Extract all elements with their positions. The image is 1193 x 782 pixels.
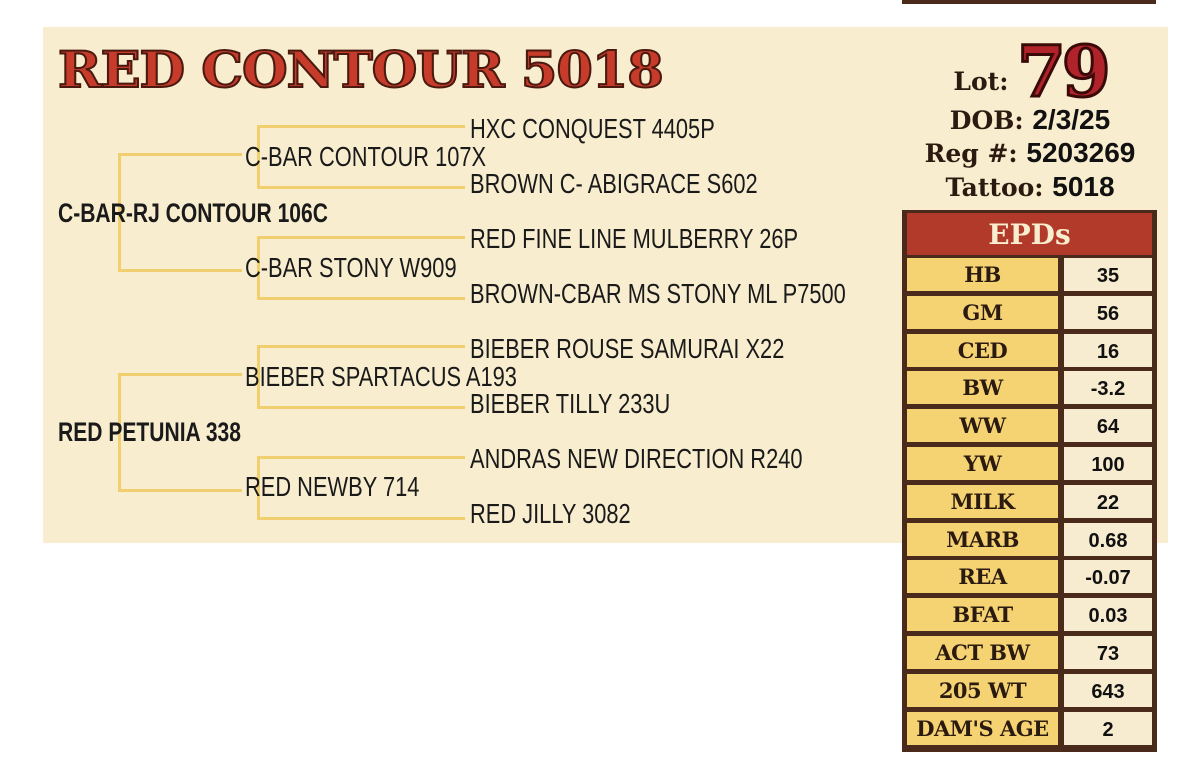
- lot-label: Lot:: [953, 67, 1009, 96]
- dam-dam-bracket: [257, 456, 260, 519]
- line: [118, 153, 242, 156]
- epd-value: 16: [1064, 333, 1152, 367]
- dam-dam-name: RED NEWBY 714: [245, 471, 420, 502]
- dam-bracket: [118, 373, 121, 492]
- line: [257, 125, 465, 128]
- epd-row: MILK 22: [907, 484, 1152, 518]
- epd-row: GM 56: [907, 295, 1152, 329]
- tattoo-label: Tattoo:: [945, 173, 1044, 202]
- dam-sire-sire-name: BIEBER ROUSE SAMURAI X22: [470, 333, 785, 364]
- epd-value: 22: [1064, 484, 1152, 518]
- dob-line: DOB: 2/3/25: [905, 104, 1155, 136]
- top-border: [902, 0, 1156, 4]
- epd-row: 205 WT 643: [907, 673, 1152, 707]
- epd-value: 0.03: [1064, 598, 1152, 632]
- dam-sire-dam-name: BIEBER TILLY 233U: [470, 388, 671, 419]
- epd-row: REA -0.07: [907, 560, 1152, 594]
- epd-row: HB 35: [907, 258, 1152, 291]
- animal-name: RED CONTOUR 5018: [57, 39, 665, 100]
- epd-value: 643: [1064, 673, 1152, 707]
- epd-label: MARB: [907, 522, 1058, 556]
- epd-label: YW: [907, 447, 1058, 480]
- dob-label: DOB:: [949, 106, 1024, 135]
- line: [257, 186, 465, 189]
- epd-label: BFAT: [907, 598, 1058, 632]
- epd-label: HB: [907, 258, 1058, 291]
- epd-row: WW 64: [907, 409, 1152, 443]
- epd-value: 64: [1064, 409, 1152, 443]
- epd-row: DAM'S AGE 2: [907, 711, 1152, 745]
- line: [257, 345, 465, 348]
- reg-label: Reg #:: [924, 139, 1018, 168]
- sire-dam-sire-name: RED FINE LINE MULBERRY 26P: [470, 223, 799, 254]
- dam-sire-bracket: [257, 345, 260, 408]
- epd-row: CED 16: [907, 333, 1152, 367]
- sire-sire-dam-name: BROWN C- ABIGRACE S602: [470, 168, 758, 199]
- line: [257, 236, 465, 239]
- lot-line: Lot: 79: [905, 29, 1155, 115]
- line: [118, 489, 242, 492]
- sire-dam-bracket: [257, 236, 260, 299]
- sire-dam-dam-name: BROWN-CBAR MS STONY ML P7500: [470, 278, 846, 309]
- epd-value: -0.07: [1064, 560, 1152, 594]
- epd-value: 73: [1064, 636, 1152, 669]
- dam-sire-name: BIEBER SPARTACUS A193: [245, 361, 517, 392]
- epd-row: BFAT 0.03: [907, 598, 1152, 632]
- epd-value: -3.2: [1064, 371, 1152, 405]
- epd-value: 35: [1064, 258, 1152, 291]
- epd-table: EPDs HB 35 GM 56 CED 16 BW -3.2 WW 64 YW 100 MILK 22 M…: [902, 210, 1157, 752]
- epd-value: 0.68: [1064, 522, 1152, 556]
- sire-sire-bracket: [257, 125, 260, 188]
- line: [257, 456, 465, 459]
- tattoo-line: Tattoo: 5018: [905, 171, 1155, 203]
- sire-name: C-BAR-RJ CONTOUR 106C: [58, 198, 328, 228]
- epd-label: CED: [907, 333, 1058, 367]
- line: [118, 373, 242, 376]
- dam-dam-dam-name: RED JILLY 3082: [470, 498, 631, 529]
- dam-name: RED PETUNIA 338: [58, 417, 241, 447]
- epd-label: DAM'S AGE: [907, 711, 1058, 745]
- epd-row: ACT BW 73: [907, 636, 1152, 669]
- epd-label: ACT BW: [907, 636, 1058, 669]
- reg-value: 5203269: [1026, 137, 1136, 168]
- sire-sire-sire-name: HXC CONQUEST 4405P: [470, 113, 715, 144]
- epd-label: REA: [907, 560, 1058, 594]
- sire-sire-name: C-BAR CONTOUR 107X: [245, 141, 487, 172]
- tattoo-value: 5018: [1052, 171, 1115, 202]
- epd-label: 205 WT: [907, 673, 1058, 707]
- line: [257, 517, 465, 520]
- epd-value: 2: [1064, 711, 1152, 745]
- epd-value: 100: [1064, 447, 1152, 480]
- epd-row: BW -3.2: [907, 371, 1152, 405]
- epd-row: MARB 0.68: [907, 522, 1152, 556]
- epd-value: 56: [1064, 295, 1152, 329]
- line: [257, 297, 465, 300]
- epd-label: WW: [907, 409, 1058, 443]
- line: [118, 269, 242, 272]
- reg-line: Reg #: 5203269: [905, 137, 1155, 169]
- line: [257, 406, 465, 409]
- epd-table-title: EPDs: [907, 213, 1152, 255]
- epd-label: GM: [907, 295, 1058, 329]
- dam-dam-sire-name: ANDRAS NEW DIRECTION R240: [470, 443, 803, 474]
- lot-number: 79: [1016, 29, 1112, 115]
- sire-dam-name: C-BAR STONY W909: [245, 252, 457, 283]
- sire-bracket: [118, 153, 121, 272]
- dob-value: 2/3/25: [1032, 104, 1111, 135]
- epd-row: YW 100: [907, 447, 1152, 480]
- epd-label: BW: [907, 371, 1058, 405]
- epd-label: MILK: [907, 484, 1058, 518]
